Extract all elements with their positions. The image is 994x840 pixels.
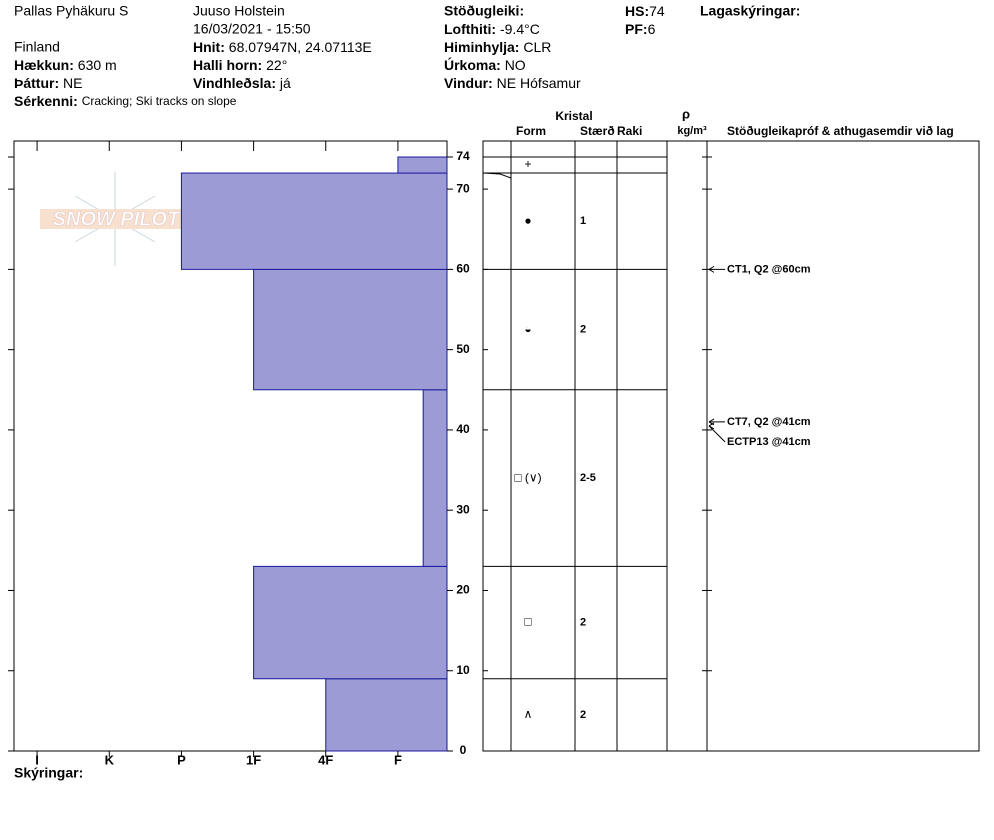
label: Sérkenni: (14, 93, 78, 109)
grain-form: ∧ (524, 707, 533, 721)
label: Halli horn: (193, 57, 262, 73)
value: NO (505, 57, 526, 73)
label: Lofthiti: (444, 21, 496, 37)
label: Lagaskýringar: (700, 3, 800, 19)
value: -9.4°C (500, 21, 540, 37)
column-header: kg/m³ (677, 125, 707, 137)
y-tick-label: 40 (456, 422, 470, 436)
table-columns (482, 141, 708, 751)
label: Vindur: (444, 75, 493, 91)
hardness-bar (422, 389, 448, 567)
x-tick-label: P (177, 752, 186, 767)
column-header: Kristal (555, 109, 592, 123)
y-tick-label: 30 (456, 502, 470, 516)
grain-form: □ (524, 615, 531, 629)
hardness-bar (397, 156, 448, 174)
x-tick-label: K (105, 752, 115, 767)
x-tick-label: 1F (246, 752, 261, 767)
value: já (279, 75, 291, 91)
x-tick-label: I (35, 752, 39, 767)
arrow-head (708, 418, 715, 426)
grain-form: ◒ (524, 322, 531, 336)
field: Halli horn: 22° (193, 57, 287, 73)
site: Pallas Pyhäkuru S (14, 3, 128, 19)
label: Himinhylja: (444, 39, 519, 55)
value: 68.07947N, 24.07113E (229, 39, 372, 55)
y-tick-label: 10 (456, 663, 470, 677)
country: Finland (14, 39, 60, 55)
grain-form: + (524, 157, 531, 171)
test-label: CT7, Q2 @41cm (727, 416, 811, 428)
y-tick-label: 60 (456, 262, 470, 276)
grain-form: □ (∨) (514, 470, 541, 484)
field: Þáttur: NE (14, 75, 82, 91)
x-tick-label: F (394, 752, 402, 767)
y-tick-label: 0 (460, 743, 467, 757)
field: Lofthiti: -9.4°C (444, 21, 540, 37)
datetime: 16/03/2021 - 15:50 (193, 21, 311, 37)
label: Hnit: (193, 39, 225, 55)
grain-size: 2 (580, 323, 586, 335)
logo-text: SNOW PILOT (53, 208, 181, 230)
column-header: Stærð (580, 124, 615, 138)
column-header: Stöðugleikapróf & athugasemdir við lag (727, 124, 954, 138)
value: 22° (266, 57, 287, 73)
column-header: ρ (682, 106, 690, 121)
column-headers: Kristal Form Stærð Raki ρ kg/m³ Stöðugle… (516, 106, 954, 138)
value: 74 (649, 3, 665, 19)
hardness-bar (253, 565, 448, 680)
logo: SNOW PILOT (40, 172, 192, 266)
grain-size: 2 (580, 709, 586, 721)
field: Sérkenni: Cracking; Ski tracks on slope (14, 93, 237, 109)
label: HS: (625, 3, 649, 19)
header: Pallas Pyhäkuru S Finland Hækkun: 630 m … (14, 3, 800, 781)
hardness-bar (253, 268, 448, 391)
y-tick-label: 20 (456, 583, 470, 597)
value: Cracking; Ski tracks on slope (82, 94, 237, 108)
value: NE (63, 75, 82, 91)
field: HS:74 (625, 3, 665, 19)
y-tick-label: 74 (456, 149, 470, 163)
label: PF: (625, 21, 648, 37)
grain-size: 2-5 (580, 472, 596, 484)
observer: Juuso Holstein (193, 3, 285, 19)
test-label: ECTP13 @41cm (727, 436, 811, 448)
column-header: Raki (617, 124, 642, 138)
value: 6 (648, 21, 656, 37)
field: PF:6 (625, 21, 656, 37)
field: Himinhylja: CLR (444, 39, 551, 55)
value: CLR (523, 39, 551, 55)
logo-band (40, 209, 192, 229)
test-label: CT1, Q2 @60cm (727, 263, 811, 275)
arrow-head (708, 422, 715, 430)
value: NE Hófsamur (497, 75, 581, 91)
hardness-bar (180, 172, 448, 270)
field: Vindhleðsla: já (193, 75, 291, 91)
y-tick-label: 50 (456, 342, 470, 356)
label: Vindhleðsla: (193, 75, 276, 91)
label: Úrkoma: (444, 56, 501, 73)
field: Hnit: 68.07947N, 24.07113E (193, 39, 372, 55)
arrow-head (708, 265, 715, 273)
value: 630 m (78, 57, 117, 73)
field: Vindur: NE Hófsamur (444, 75, 581, 91)
grain-size: 2 (580, 616, 586, 628)
field: Hækkun: 630 m (14, 57, 117, 73)
hardness-bar (325, 678, 448, 752)
y-tick-label: 70 (456, 181, 470, 195)
label: Hækkun: (14, 57, 74, 73)
field: Úrkoma: NO (444, 56, 526, 73)
x-tick-label: 4F (318, 752, 333, 767)
label: Þáttur: (14, 75, 59, 91)
label: Stöðugleiki: (444, 3, 524, 19)
column-header: Form (516, 124, 546, 138)
grain-form: ● (524, 213, 531, 227)
test-arrow (708, 425, 726, 443)
table-frame (482, 140, 980, 752)
grain-size: 1 (580, 215, 586, 227)
label: Skýringar: (14, 765, 83, 781)
